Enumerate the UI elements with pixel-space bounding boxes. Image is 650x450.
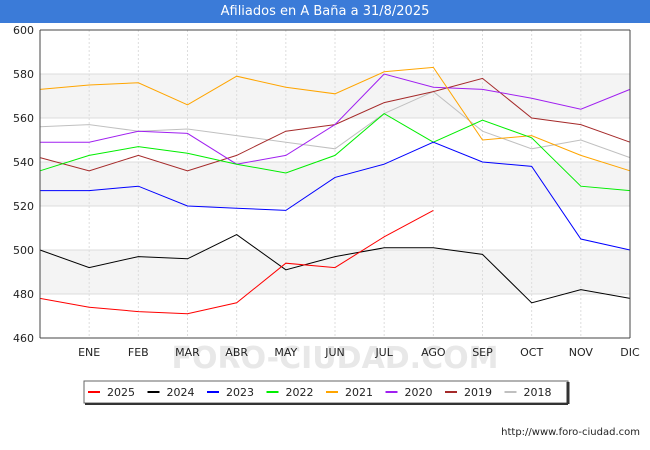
y-tick-label: 600	[13, 24, 34, 37]
y-tick-label: 540	[13, 156, 34, 169]
series-line-2025	[39, 209, 434, 315]
watermark-text: FORO-CIUDAD.COM	[172, 341, 499, 376]
legend-label-2019: 2019	[464, 386, 492, 399]
series-line-2024	[39, 234, 631, 304]
x-tick-label: SEP	[472, 346, 493, 359]
x-tick-label: AGO	[421, 346, 446, 359]
x-tick-label: ENE	[78, 346, 100, 359]
legend-label-2024: 2024	[167, 386, 195, 399]
legend-label-2020: 2020	[405, 386, 433, 399]
legend-label-2022: 2022	[286, 386, 314, 399]
x-tick-label: NOV	[569, 346, 594, 359]
x-tick-label: OCT	[520, 346, 543, 359]
y-tick-label: 580	[13, 68, 34, 81]
x-tick-label: JUN	[324, 346, 345, 359]
source-url[interactable]: http://www.foro-ciudad.com	[501, 427, 640, 438]
y-tick-label: 560	[13, 112, 34, 125]
y-tick-label: 460	[13, 332, 34, 345]
series-line-2020	[40, 73, 631, 165]
x-tick-label: MAR	[175, 346, 200, 359]
y-tick-label: 500	[13, 244, 34, 257]
legend-label-2018: 2018	[524, 386, 552, 399]
series-line-2021	[39, 66, 631, 172]
legend-label-2023: 2023	[226, 386, 254, 399]
y-tick-label: 480	[13, 288, 34, 301]
x-tick-label: DIC	[620, 346, 640, 359]
y-tick-label: 520	[13, 200, 34, 213]
x-tick-label: JUL	[374, 346, 393, 359]
series-line-2023	[40, 141, 631, 251]
x-tick-label: FEB	[128, 346, 149, 359]
legend-label-2025: 2025	[107, 386, 135, 399]
legend-label-2021: 2021	[345, 386, 373, 399]
x-tick-label: MAY	[274, 346, 297, 359]
series-line-2022	[39, 112, 631, 192]
chart-title: Afiliados en A Baña a 31/8/2025	[0, 0, 650, 23]
x-tick-label: ABR	[225, 346, 248, 359]
